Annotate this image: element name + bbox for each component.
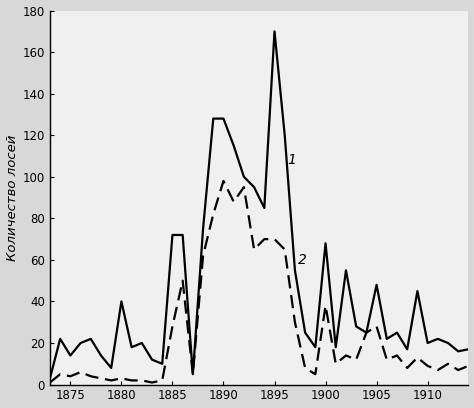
Y-axis label: Количество лосей: Количество лосей — [6, 134, 18, 261]
Text: 1: 1 — [288, 153, 297, 167]
Text: 2: 2 — [298, 253, 307, 267]
